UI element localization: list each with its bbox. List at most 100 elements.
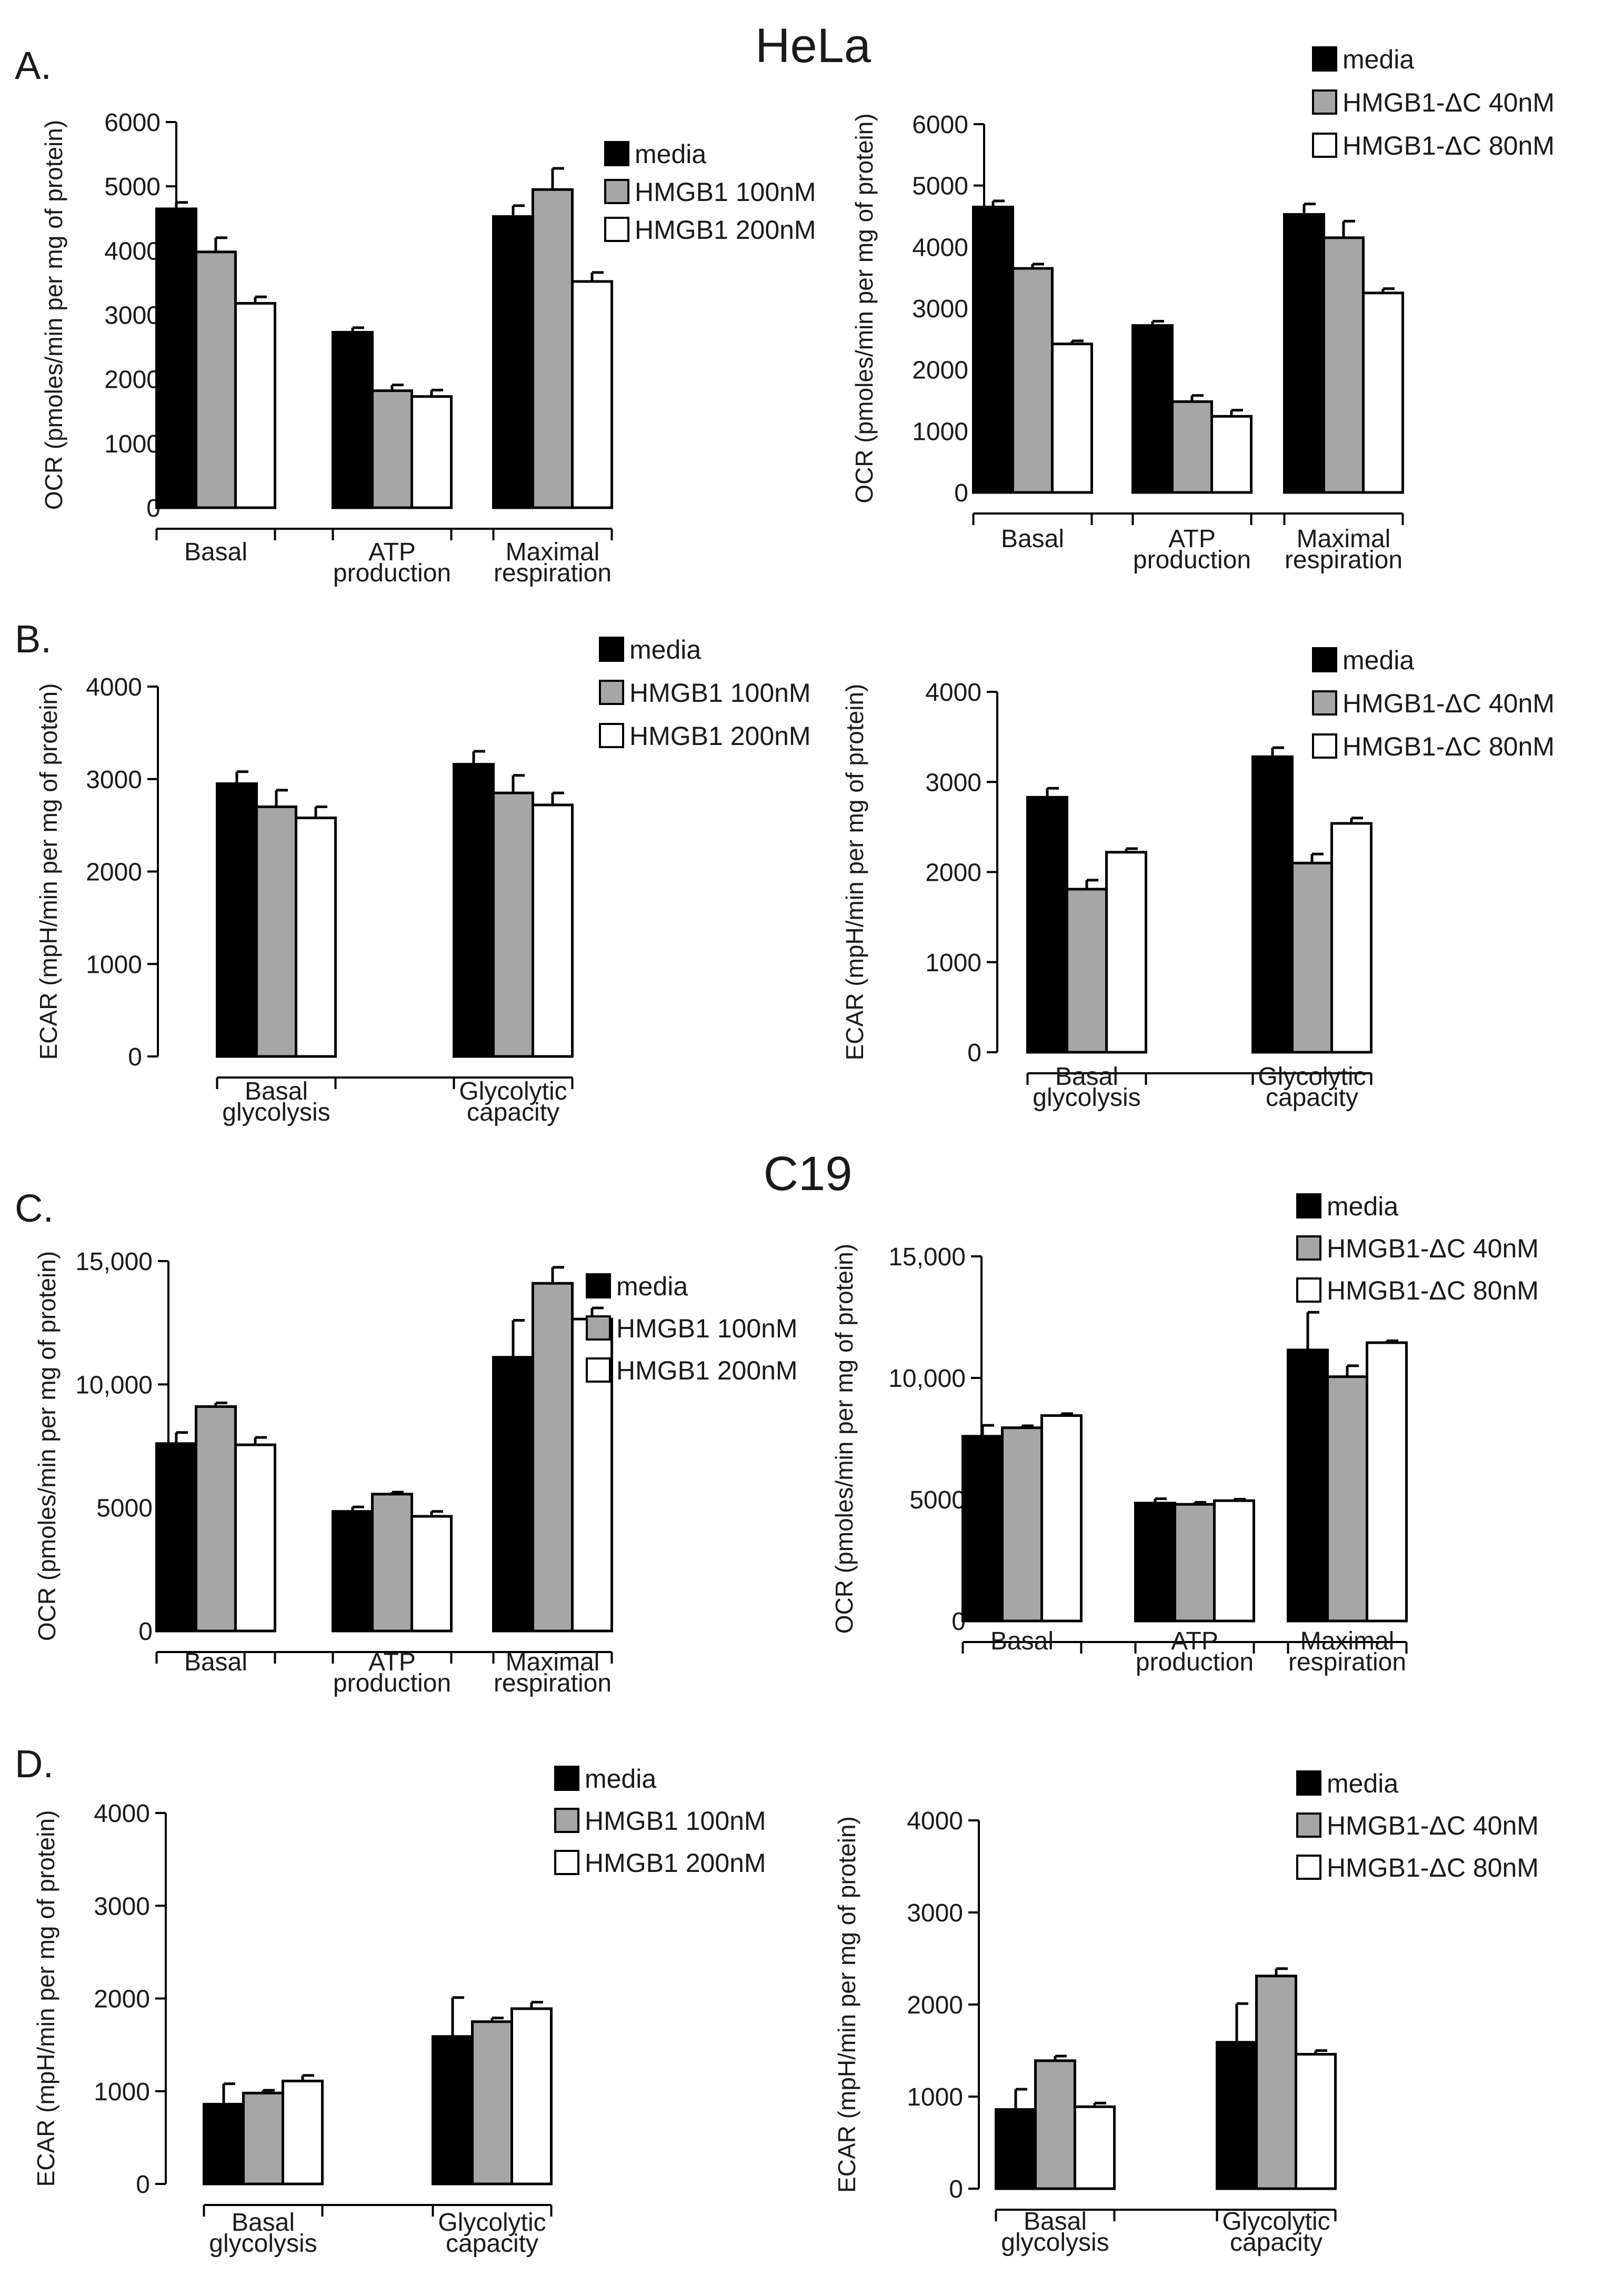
- legend-label: HMGB1 100nM: [585, 1806, 766, 1836]
- x-category-label: production: [333, 559, 451, 587]
- legend-label: HMGB1-ΔC 40nM: [1327, 1811, 1539, 1840]
- bar: [995, 2108, 1037, 2190]
- y-tick-label: 5000: [909, 1486, 966, 1514]
- bar: [532, 803, 574, 1058]
- legend-label: HMGB1-ΔC 80nM: [1327, 1853, 1539, 1882]
- x-category-label: Glycolytic: [438, 2209, 546, 2237]
- y-tick-label: 2000: [925, 859, 981, 887]
- y-tick-label: 1000: [912, 418, 968, 446]
- bar: [1001, 1426, 1043, 1623]
- bar: [1210, 415, 1253, 494]
- bar: [234, 1443, 276, 1633]
- figure-title-c19: C19: [764, 1147, 853, 1201]
- x-category-label: respiration: [494, 559, 612, 587]
- y-tick-label: 2000: [104, 366, 161, 394]
- y-tick-label: 2000: [94, 1986, 150, 2013]
- bar: [216, 782, 258, 1058]
- y-tick-label: 1000: [925, 949, 981, 977]
- legend-swatch: [1296, 1193, 1321, 1219]
- y-tick-label: 4000: [104, 237, 161, 265]
- legend-swatch: [604, 141, 629, 166]
- legend-swatch: [1312, 733, 1337, 759]
- bar: [510, 2007, 553, 2186]
- y-tick-label: 15,000: [888, 1243, 966, 1271]
- y-axis-title: ECAR (mpH/min per mg of protein): [35, 683, 62, 1060]
- bar: [1026, 795, 1068, 1054]
- x-category-label: Basal: [184, 538, 247, 566]
- x-category-label: Maximal: [1297, 525, 1391, 553]
- bar: [1213, 1499, 1255, 1623]
- bar: [1323, 236, 1365, 494]
- legend-label: HMGB1-ΔC 80nM: [1342, 732, 1555, 761]
- legend-swatch: [1312, 46, 1337, 72]
- bar: [492, 791, 534, 1058]
- x-category-label: Basal: [1024, 2208, 1087, 2235]
- x-category-label: Basal: [1001, 525, 1064, 553]
- x-category-label: capacity: [1230, 2229, 1323, 2257]
- x-category-label: respiration: [494, 1669, 612, 1697]
- y-axis-title: OCR (pmoles/min per mg of protein): [33, 1251, 61, 1641]
- y-tick-label: 6000: [104, 109, 161, 137]
- legend-swatch: [554, 1766, 579, 1791]
- y-tick-label: 5000: [104, 173, 161, 201]
- x-category-label: glycolysis: [209, 2230, 317, 2258]
- legend-swatch: [1296, 1812, 1321, 1838]
- bar: [1251, 755, 1294, 1054]
- y-tick-label: 4000: [94, 1800, 150, 1828]
- bar: [1291, 861, 1333, 1054]
- y-tick-label: 3000: [925, 769, 981, 797]
- legend-label: HMGB1-ΔC 80nM: [1342, 131, 1555, 160]
- x-category-label: respiration: [1285, 546, 1402, 574]
- legend-swatch: [586, 1273, 611, 1298]
- y-tick-label: 2000: [86, 859, 142, 887]
- bar: [1255, 1975, 1297, 2190]
- bar: [332, 1510, 374, 1633]
- y-tick-label: 3000: [907, 1899, 963, 1927]
- bar: [1131, 324, 1174, 494]
- y-tick-label: 0: [128, 1043, 142, 1071]
- figure-title-hela: HeLa: [755, 19, 871, 73]
- bar: [471, 2020, 513, 2186]
- x-category-label: Basal: [1055, 1063, 1118, 1091]
- legend-label: media: [1327, 1192, 1398, 1221]
- y-tick-label: 2000: [912, 357, 968, 385]
- x-category-label: capacity: [1266, 1084, 1358, 1112]
- x-category-label: Maximal: [1300, 1627, 1395, 1655]
- bar: [1171, 400, 1213, 494]
- legend-label: HMGB1 200nM: [629, 721, 811, 751]
- bar: [1066, 888, 1108, 1054]
- chart-B-right: 0 1000 2000 3000 4000 ECAR (mpH/min per mg of…: [841, 646, 1555, 1112]
- y-axis-title: OCR (pmoles/min per mg of protein): [850, 113, 878, 503]
- bar: [155, 207, 197, 509]
- bar: [282, 2079, 324, 2186]
- x-category-label: respiration: [1288, 1648, 1406, 1676]
- x-category-label: ATP: [368, 538, 416, 566]
- legend-label: HMGB1-ΔC 40nM: [1327, 1234, 1539, 1263]
- legend-label: HMGB1 200nM: [616, 1356, 798, 1385]
- bar: [1034, 2059, 1076, 2190]
- y-tick-label: 4000: [907, 1807, 963, 1835]
- x-category-label: capacity: [467, 1099, 559, 1126]
- x-category-label: Basal: [245, 1077, 308, 1105]
- legend-swatch: [1296, 1770, 1321, 1796]
- legend-label: HMGB1 100nM: [616, 1314, 798, 1343]
- legend-swatch: [586, 1315, 611, 1341]
- y-tick-label: 5000: [912, 173, 968, 200]
- bar: [1287, 1348, 1329, 1623]
- y-axis-title: OCR (pmoles/min per mg of protein): [830, 1244, 858, 1634]
- bar: [1330, 822, 1372, 1054]
- y-tick-label: 1000: [86, 951, 142, 979]
- y-tick-label: 4000: [86, 673, 142, 701]
- chart-B-left: B. 0 1000 2000 3000 4000 ECAR (mpH/min per mg …: [15, 617, 811, 1126]
- y-tick-label: 1000: [94, 2078, 150, 2106]
- y-tick-label: 10,000: [888, 1365, 966, 1393]
- legend-swatch: [554, 1808, 579, 1833]
- legend-label: HMGB1 100nM: [635, 177, 816, 207]
- x-category-label: production: [1133, 546, 1251, 574]
- x-category-label: Glycolytic: [459, 1077, 567, 1105]
- x-category-label: production: [333, 1669, 451, 1697]
- x-category-label: Basal: [232, 2209, 295, 2237]
- y-tick-label: 0: [954, 479, 968, 507]
- bar: [295, 817, 337, 1058]
